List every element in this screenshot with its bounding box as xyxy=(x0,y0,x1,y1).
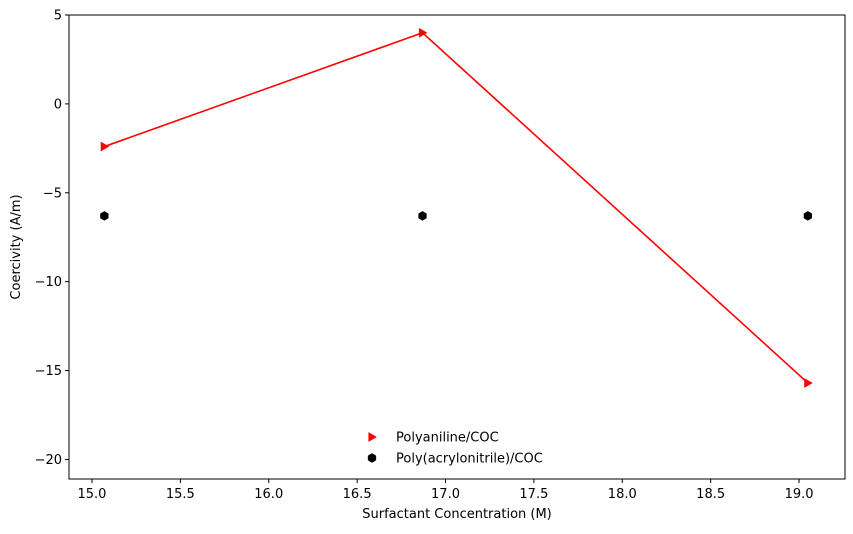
data-point xyxy=(100,141,110,152)
x-tick-label: 16.0 xyxy=(254,487,283,502)
plot-area-background xyxy=(69,15,845,479)
plot-frame xyxy=(68,14,846,480)
x-tick-label: 19.0 xyxy=(785,487,814,502)
legend-marker xyxy=(368,432,378,442)
x-axis-ticks: 15.0 15.5 16.0 16.5 17.0 17.5 18.0 18.5 19.0 xyxy=(78,479,814,502)
y-tick-label: 0 xyxy=(54,97,62,112)
series-layer xyxy=(100,27,813,388)
x-axis-label: Surfactant Concentration (M) xyxy=(362,507,552,522)
legend-label: Poly(acrylonitrile)/COC xyxy=(396,452,543,467)
data-point xyxy=(803,211,813,221)
x-tick-label: 18.0 xyxy=(608,487,637,502)
legend-marker xyxy=(367,453,377,463)
x-tick-label: 16.5 xyxy=(343,487,372,502)
data-point xyxy=(418,27,428,38)
legend-label: Polyaniline/COC xyxy=(396,431,499,446)
y-tick-label: −20 xyxy=(35,453,62,468)
y-tick-label: −5 xyxy=(43,186,62,201)
y-tick-label: −10 xyxy=(35,275,62,290)
data-point xyxy=(100,211,109,221)
y-tick-label: 5 xyxy=(54,9,62,24)
x-tick-label: 17.0 xyxy=(431,487,460,502)
x-tick-label: 18.5 xyxy=(696,487,725,502)
x-tick-label: 15.0 xyxy=(78,487,107,502)
series-1 xyxy=(100,27,813,388)
data-point xyxy=(418,211,427,221)
x-tick-label: 15.5 xyxy=(166,487,195,502)
data-point xyxy=(804,378,813,388)
y-axis-ticks: 5 0 −5 −10 −15 −20 xyxy=(35,9,69,468)
series-2 xyxy=(100,211,813,221)
legend: Polyaniline/COC Poly(acrylonitrile)/COC xyxy=(367,431,543,467)
x-tick-label: 17.5 xyxy=(519,487,548,502)
y-axis-label: Coercivity (A/m) xyxy=(9,194,24,299)
y-tick-label: −15 xyxy=(35,364,62,379)
